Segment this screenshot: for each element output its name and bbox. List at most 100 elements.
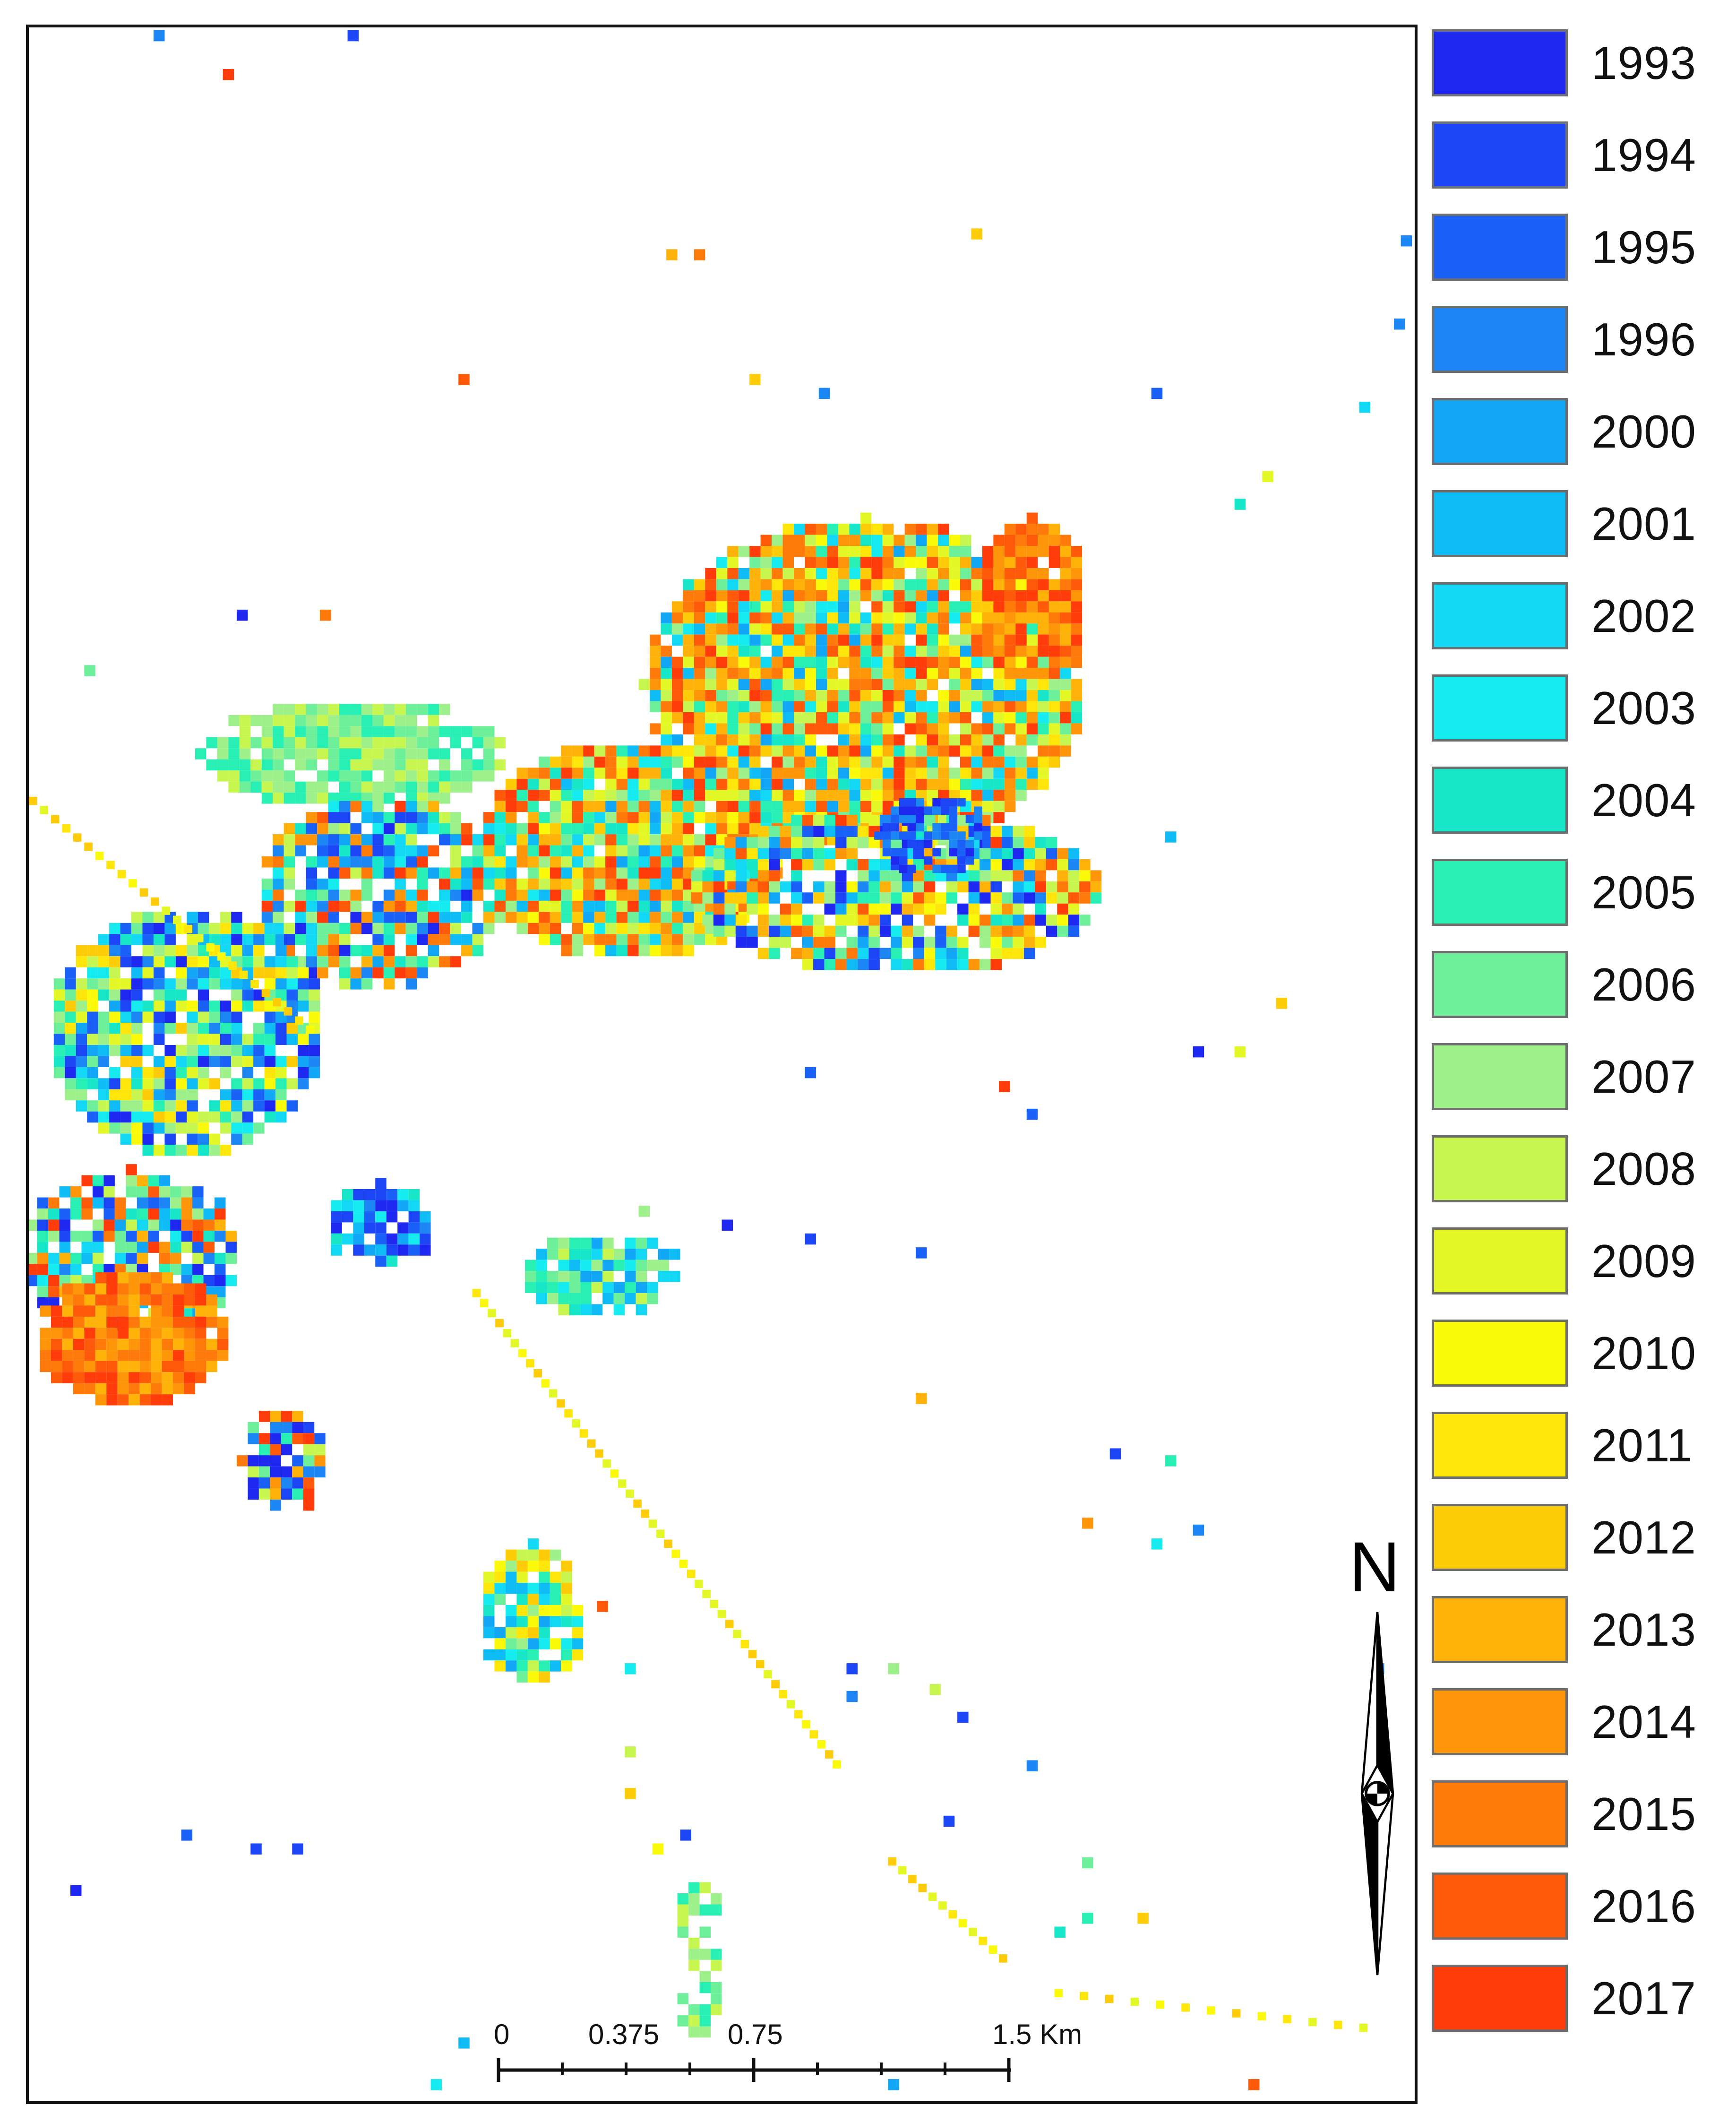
- patch-center: [904, 701, 916, 712]
- patch-south-center: [516, 1638, 528, 1649]
- patch-center-west: [539, 812, 550, 823]
- patch-center-south: [813, 826, 825, 837]
- patch-far-west: [220, 1034, 232, 1045]
- patch-center: [871, 535, 883, 546]
- patch-center: [1038, 679, 1049, 690]
- patch-far-west: [120, 1001, 132, 1012]
- patch-south-strip: [677, 2015, 689, 2027]
- patch-south-center: [527, 1616, 539, 1627]
- patch-orange-west: [139, 1361, 151, 1372]
- patch-west-mid: [439, 823, 450, 835]
- patch-center: [1071, 712, 1083, 724]
- patch-far-west: [264, 967, 276, 979]
- patch-center-west: [705, 768, 716, 779]
- patch-center: [705, 712, 716, 724]
- patch-center: [882, 745, 894, 757]
- patch-center: [982, 712, 994, 724]
- road-line: [472, 1289, 481, 1297]
- patch-center: [1026, 734, 1038, 746]
- patch-center-west: [671, 856, 683, 868]
- patch-blue-ring: [899, 815, 908, 823]
- patch-far-west: [187, 1133, 198, 1145]
- patch-far-west: [76, 1067, 87, 1079]
- patch-center-west: [694, 768, 705, 779]
- patch-center: [882, 668, 894, 679]
- patch-center: [916, 690, 927, 701]
- legend-label: 2004: [1591, 774, 1697, 826]
- patch-small-west: [292, 1433, 303, 1444]
- patch-south-center: [539, 1616, 550, 1627]
- patch-center-west: [572, 790, 584, 801]
- patch-center: [927, 546, 938, 557]
- patch-small-west: [270, 1444, 281, 1456]
- patch-far-west: [220, 934, 232, 945]
- road-line: [495, 1319, 504, 1328]
- patch-blue-ring: [965, 839, 974, 848]
- patch-center-south: [902, 881, 913, 893]
- road-line: [206, 943, 215, 952]
- patch-orange-west: [129, 1394, 140, 1406]
- road-line: [898, 1866, 907, 1875]
- patch-center-west: [572, 845, 584, 857]
- patch-far-west: [76, 989, 87, 1001]
- patch-far-west: [220, 1100, 232, 1112]
- patch-west-mid: [450, 812, 462, 823]
- patch-small-west: [292, 1488, 303, 1500]
- patch-far-west: [164, 1145, 176, 1156]
- patch-west-mid: [350, 889, 361, 901]
- patch-red-east: [1060, 601, 1071, 613]
- patch-center-south: [846, 848, 858, 859]
- patch-far-west: [164, 1023, 176, 1034]
- patch-west-mid: [439, 956, 450, 967]
- patch-center-west: [683, 834, 694, 846]
- patch-far-west: [220, 912, 232, 923]
- patch-center: [860, 768, 872, 779]
- patch-west-lower: [59, 1230, 70, 1242]
- patch-orange-west: [51, 1338, 62, 1350]
- patch-green-center: [536, 1271, 547, 1282]
- patch-south-center: [483, 1594, 495, 1605]
- patch-center: [882, 690, 894, 701]
- patch-center: [871, 790, 883, 801]
- patch-center-west: [494, 867, 506, 879]
- patch-west-mid: [273, 867, 284, 879]
- patch-far-west: [65, 1001, 76, 1012]
- patch-center-west: [627, 945, 639, 957]
- patch-west-lower: [103, 1175, 115, 1187]
- patch-center: [738, 623, 750, 635]
- patch-far-west: [231, 1044, 242, 1056]
- patch-west-top: [250, 737, 262, 749]
- patch-far-west: [242, 923, 254, 934]
- patch-center: [827, 712, 838, 724]
- patch-green-center: [658, 1260, 670, 1271]
- patch-orange-west: [184, 1338, 195, 1350]
- patch-center: [782, 579, 794, 590]
- patch-center: [904, 524, 916, 535]
- patch-orange-west: [184, 1316, 195, 1328]
- patch-center: [782, 535, 794, 546]
- patch-red-east: [993, 623, 1005, 635]
- patch-blue-ring: [940, 831, 949, 840]
- patch-orange-west: [195, 1316, 206, 1328]
- patch-center-west: [616, 823, 628, 835]
- patch-center: [1026, 778, 1038, 790]
- patch-center-west: [616, 768, 628, 779]
- patch-far-west: [175, 945, 187, 957]
- patch-center-west: [561, 778, 572, 790]
- patch-far-west: [253, 1023, 265, 1034]
- patch-center: [705, 723, 716, 734]
- patch-orange-west: [195, 1350, 206, 1361]
- patch-center: [749, 590, 761, 602]
- patch-center: [805, 612, 816, 624]
- patch-center-south: [1046, 925, 1057, 937]
- patch-center: [1060, 679, 1071, 690]
- patch-west-lower: [181, 1242, 193, 1253]
- patch-center-south: [1013, 937, 1024, 948]
- patch-far-west: [242, 1067, 254, 1079]
- patch-center: [694, 601, 705, 613]
- patch-west-mid: [372, 934, 384, 945]
- patch-small-west: [270, 1500, 281, 1511]
- patch-far-west: [164, 1089, 176, 1101]
- patch-red-east: [1048, 634, 1060, 646]
- patch-center: [782, 790, 794, 801]
